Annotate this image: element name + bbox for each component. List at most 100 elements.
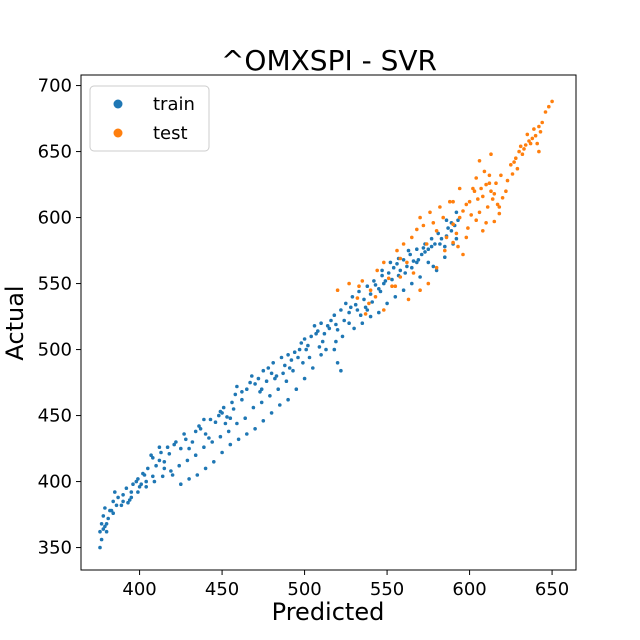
test-point (476, 197, 480, 201)
test-point (482, 169, 487, 174)
train-point (134, 479, 139, 484)
train-point (390, 277, 394, 282)
train-point (419, 252, 424, 257)
train-point (208, 417, 213, 422)
train-point (317, 345, 322, 349)
x-tick-label: 500 (287, 579, 321, 600)
train-point (129, 495, 134, 500)
test-point (518, 144, 523, 149)
train-point (271, 361, 276, 365)
train-point (329, 318, 333, 323)
train-point (368, 292, 373, 296)
test-point (386, 276, 391, 281)
test-point (434, 265, 439, 270)
train-point (103, 506, 107, 510)
train-point (245, 432, 249, 436)
test-point (424, 242, 429, 246)
train-point (162, 466, 167, 471)
test-point (494, 181, 498, 185)
train-point (251, 405, 256, 410)
train-point (170, 473, 175, 477)
test-point (537, 124, 541, 129)
train-point (228, 442, 233, 447)
train-point (398, 268, 403, 273)
train-point (235, 384, 239, 389)
test-point (543, 110, 548, 114)
test-point (500, 196, 505, 200)
train-point (279, 355, 284, 360)
train-point (410, 265, 414, 270)
test-point (497, 211, 502, 216)
test-point (426, 281, 431, 286)
train-point (380, 268, 384, 273)
train-point (320, 339, 325, 344)
test-point (368, 288, 373, 293)
train-point (193, 429, 198, 434)
x-tick-label: 400 (122, 579, 156, 600)
train-point (256, 376, 261, 381)
train-point (284, 379, 289, 384)
train-point (243, 416, 247, 421)
train-point (193, 453, 198, 458)
test-point (418, 215, 422, 220)
train-point (116, 495, 120, 500)
test-point (335, 288, 340, 293)
train-point (278, 403, 282, 407)
train-point (347, 310, 351, 315)
train-point (454, 236, 459, 241)
train-point (360, 321, 365, 326)
test-point (398, 275, 403, 279)
x-axis-label: Predicted (272, 598, 385, 626)
test-point (530, 136, 535, 141)
train-point (144, 479, 148, 484)
series-train (98, 210, 460, 550)
train-point (261, 368, 266, 373)
train-point (182, 432, 186, 436)
train-point (203, 466, 208, 471)
y-tick-label: 350 (38, 538, 72, 559)
train-point (299, 341, 304, 345)
train-point (98, 545, 102, 550)
test-point (382, 260, 386, 265)
test-point (527, 139, 531, 143)
chart-title: ^OMXSPI - SVR (221, 44, 437, 77)
test-point (373, 295, 378, 299)
test-point (461, 209, 465, 213)
train-point (202, 445, 206, 450)
train-point (352, 326, 356, 331)
train-point (99, 537, 104, 542)
test-point (466, 226, 470, 230)
train-point (203, 432, 208, 436)
train-point (426, 260, 431, 265)
train-point (314, 331, 318, 336)
train-point (172, 442, 176, 447)
train-point (362, 297, 366, 302)
train-point (415, 247, 419, 251)
train-point (104, 529, 109, 534)
train-point (149, 453, 153, 458)
test-point (393, 284, 398, 289)
y-tick-label: 550 (38, 274, 72, 295)
train-point (388, 260, 393, 265)
train-point (365, 308, 370, 312)
train-point (403, 271, 408, 275)
train-point (433, 242, 437, 246)
train-point (104, 522, 109, 526)
train-point (154, 463, 158, 468)
test-point (398, 256, 403, 261)
train-point (289, 358, 294, 362)
test-point (347, 281, 351, 286)
test-point (456, 244, 460, 249)
test-point (448, 199, 452, 204)
test-point (357, 284, 361, 289)
test-point (382, 308, 386, 312)
train-point (269, 411, 274, 415)
test-point (457, 215, 462, 220)
test-point (360, 279, 365, 283)
test-point (514, 156, 518, 160)
train-point (108, 508, 112, 513)
train-point (121, 493, 125, 497)
train-point (184, 437, 188, 442)
train-point (207, 436, 211, 440)
train-point (151, 474, 155, 479)
